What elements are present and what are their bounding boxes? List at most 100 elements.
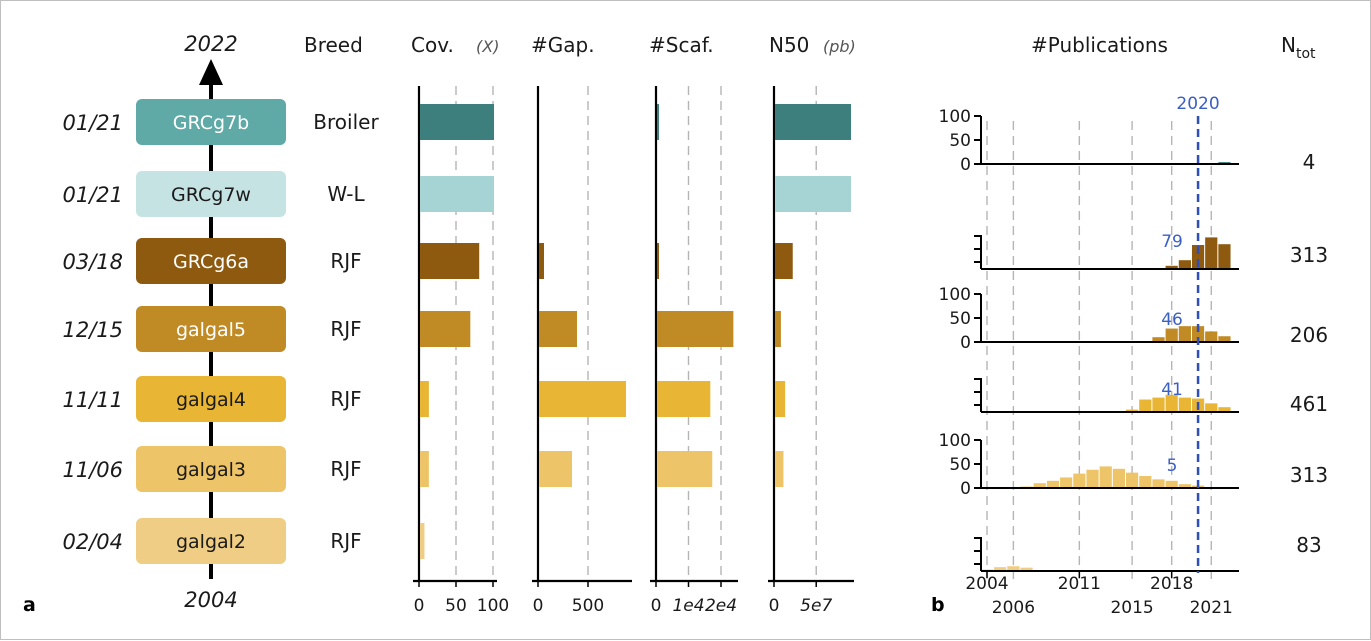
ntot-galgal2: 83 [1296, 533, 1321, 557]
breed-galgal4: RJF [330, 387, 361, 411]
ntot-grcg7b: 4 [1303, 150, 1316, 174]
pub-bar-galgal4-2019 [1178, 397, 1191, 412]
ntot-grcg6a: 313 [1290, 243, 1328, 267]
pub-bar-grcg6a-2021 [1205, 237, 1218, 269]
column-headers: Breed Cov. (X) #Gap. #Scaf. N50 (pb) #Pu… [304, 33, 1316, 62]
tick-label-gaps-0: 0 [533, 596, 544, 616]
pub-bar-galgal5-2020 [1191, 326, 1205, 342]
pub-bar-galgal3-2008 [1033, 483, 1046, 488]
assembly-name-grcg7w: GRCg7w [171, 184, 251, 206]
bar-coverage-galgal4 [420, 381, 429, 417]
release-date-grcg7w: 01/21 [62, 183, 123, 207]
pub-bar-grcg6a-2022 [1218, 244, 1231, 269]
pub-xtick-label-2015: 2015 [1110, 598, 1153, 618]
release-date-grcg6a: 03/18 [62, 250, 123, 274]
bar-coverage-grcg7w [420, 176, 494, 212]
assembly-name-galgal5: galgal5 [176, 319, 246, 341]
assembly-pill-galgal2 [136, 518, 286, 564]
header-publications: #Publications [1031, 33, 1168, 57]
breed-galgal3: RJF [330, 457, 361, 481]
chart-gaps: 0 500 [532, 86, 632, 616]
chart-coverage: 0 50 100 [413, 86, 509, 616]
peak-label-galgal5: 46 [1161, 310, 1183, 330]
pub-bar-galgal4-2021 [1205, 403, 1218, 412]
breed-grcg7w: W-L [327, 182, 365, 206]
header-n50: N50 [769, 33, 809, 57]
release-date-galgal2: 02/04 [62, 530, 123, 554]
pub-bar-grcg6a-2019 [1178, 260, 1191, 269]
bar-n50-galgal4 [775, 381, 786, 417]
release-date-galgal5: 12/15 [62, 318, 123, 342]
pub-ytick-label-grcg7b-0: 0 [960, 155, 971, 175]
breed-galgal5: RJF [330, 317, 361, 341]
assembly-pill-galgal3 [136, 446, 286, 492]
bar-coverage-grcg6a [420, 243, 480, 279]
assembly-name-galgal3: galgal3 [176, 459, 246, 481]
panel-label-b: b [931, 594, 945, 616]
bar-gaps-galgal4 [539, 381, 626, 417]
header-ntot-main: N [1281, 33, 1296, 57]
header-cov-unit: (X) [476, 37, 499, 56]
pub-bar-galgal2-2006 [1007, 566, 1020, 571]
header-scaf: #Scaf. [649, 33, 714, 57]
pub-bar-galgal5-2017 [1152, 337, 1165, 342]
release-date-galgal3: 11/06 [62, 458, 123, 482]
pub-bar-galgal3-2016 [1139, 476, 1152, 488]
reference-line-label: 2020 [1176, 94, 1219, 114]
bar-scaffolds-grcg7b [657, 104, 659, 140]
timeline-bottom-year: 2004 [184, 588, 237, 612]
pub-bar-galgal3-2012 [1086, 469, 1099, 488]
pub-chart-grcg6a [974, 235, 1239, 270]
tick-label-gaps-1: 500 [572, 596, 604, 616]
assembly-name-grcg6a: GRCg6a [173, 251, 249, 273]
pub-bar-grcg6a-2018 [1165, 265, 1178, 269]
pub-bar-galgal2-2005 [994, 567, 1007, 571]
breed-galgal2: RJF [330, 529, 361, 553]
bar-panels: 0 50 100 0 500 0 1e4 2e4 0 5e7 [413, 86, 854, 616]
release-date-galgal4: 11/11 [62, 388, 123, 412]
pub-chart-galgal2 [974, 537, 1239, 572]
bar-n50-grcg7w [775, 176, 851, 212]
publication-panels: 0 50 100 0 50 100 0 50 100 2020 79 46 41 5 2004 2011 201… [939, 94, 1239, 618]
pub-bar-galgal2-2007 [1020, 567, 1033, 571]
timeline-arrowhead [199, 59, 223, 85]
pub-bar-galgal3-2015 [1126, 472, 1139, 488]
pub-xtick-label-2006: 2006 [992, 598, 1035, 618]
header-ntot: Ntot [1281, 33, 1316, 62]
bar-scaffolds-grcg6a [657, 243, 659, 279]
assembly-name-grcg7b: GRCg7b [173, 112, 249, 134]
release-date-grcg7b: 01/21 [62, 111, 123, 135]
pub-bar-galgal4-2015 [1126, 409, 1139, 412]
pub-ytick-label-galgal3-50: 50 [949, 455, 971, 475]
tick-label-n50-1: 5e7 [800, 596, 832, 616]
bar-gaps-grcg6a [539, 243, 544, 279]
bar-coverage-galgal3 [420, 451, 429, 487]
panel-label-a: a [23, 594, 36, 616]
bar-n50-galgal5 [775, 311, 781, 347]
bar-scaffolds-galgal5 [657, 311, 734, 347]
tick-label-coverage-0: 0 [414, 596, 425, 616]
header-breed: Breed [304, 33, 363, 57]
tick-label-n50-0: 0 [769, 596, 780, 616]
tick-label-coverage-2: 100 [477, 596, 509, 616]
pub-bar-galgal4-2017 [1152, 397, 1165, 412]
pub-bar-galgal3-2018 [1165, 480, 1178, 488]
header-n50-unit: (pb) [823, 37, 856, 56]
assembly-name-galgal4: galgal4 [176, 389, 246, 411]
pub-bar-galgal4-2022 [1218, 407, 1231, 412]
tick-label-scaffolds-0: 0 [651, 596, 662, 616]
bar-scaffolds-galgal4 [657, 381, 711, 417]
tick-label-scaffolds-1: 1e4 [672, 596, 704, 616]
pub-chart-grcg7b: 0 50 100 [939, 107, 1239, 175]
bar-coverage-galgal2 [420, 523, 425, 559]
pub-bar-galgal5-2018 [1165, 328, 1178, 342]
pub-bar-galgal3-2010 [1060, 477, 1073, 488]
pub-bar-galgal3-2019 [1178, 484, 1191, 488]
assembly-pill-galgal5 [136, 306, 286, 352]
timeline-top-year: 2022 [184, 32, 237, 56]
bar-n50-grcg6a [775, 243, 793, 279]
peak-label-galgal3: 5 [1167, 456, 1178, 476]
pub-bar-galgal3-2009 [1046, 480, 1060, 488]
assembly-pill-grcg6a [136, 238, 286, 284]
